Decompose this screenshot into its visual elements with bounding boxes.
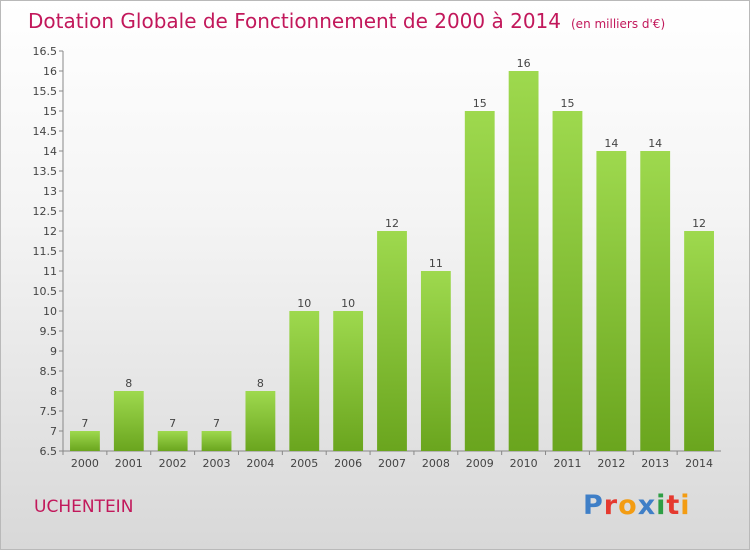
- y-tick-label: 12.5: [33, 205, 58, 218]
- y-tick-label: 15: [43, 105, 57, 118]
- y-tick-label: 9: [50, 345, 57, 358]
- logo-letter: i: [656, 490, 667, 521]
- data-label: 14: [648, 137, 662, 150]
- bar: [377, 231, 407, 451]
- y-axis: 6.5 7 7.5 8 8.5 9 9.5 10 10.5 11 11.5 12 12.5 13 13.5 1…: [33, 45, 64, 458]
- y-tick-label: 8.5: [40, 365, 58, 378]
- x-tick-label: 2014: [685, 457, 713, 470]
- y-tick-label: 13.5: [33, 165, 58, 178]
- data-label: 12: [692, 217, 706, 230]
- x-tick-label: 2011: [553, 457, 581, 470]
- y-tick-label: 11.5: [33, 245, 58, 258]
- x-tick-label: 2005: [290, 457, 318, 470]
- bar: [113, 391, 144, 451]
- bar: [684, 231, 714, 451]
- data-label: 11: [429, 257, 443, 270]
- x-tick-label: 2013: [641, 457, 669, 470]
- x-tick-label: 2010: [510, 457, 538, 470]
- data-label: 10: [297, 297, 311, 310]
- y-tick-label: 11: [43, 265, 57, 278]
- logo-letter: t: [666, 490, 681, 521]
- y-tick-label: 14.5: [33, 125, 58, 138]
- y-tick-label: 16: [43, 65, 57, 78]
- bar: [289, 311, 320, 451]
- x-tick-label: 2007: [378, 457, 406, 470]
- x-tick-label: 2009: [466, 457, 494, 470]
- y-tick-label: 6.5: [40, 445, 58, 458]
- x-tick-label: 2004: [246, 457, 274, 470]
- x-tick-label: 2012: [597, 457, 625, 470]
- y-tick-label: 12: [43, 225, 57, 238]
- logo-letter: P: [583, 490, 604, 521]
- unit-label: (en milliers d'€): [571, 17, 666, 31]
- y-tick-label: 10.5: [33, 285, 58, 298]
- y-tick-label: 10: [43, 305, 57, 318]
- logo-letter: r: [603, 490, 619, 521]
- data-label: 15: [473, 97, 487, 110]
- y-tick-label: 15.5: [33, 85, 58, 98]
- x-tick-label: 2002: [159, 457, 187, 470]
- data-label: 15: [560, 97, 574, 110]
- data-label: 7: [213, 417, 220, 430]
- bars: 7 8 7 7 8 10 10 12 11 15 16 15 14 14 12: [70, 57, 714, 451]
- title-text: Dotation Globale de Fonctionnement de 20…: [28, 9, 561, 33]
- y-tick-label: 14: [43, 145, 57, 158]
- bar: [201, 431, 232, 451]
- commune-name: UCHENTEIN: [34, 497, 134, 517]
- bar: [640, 151, 671, 451]
- data-label: 8: [257, 377, 264, 390]
- bar: [70, 431, 100, 451]
- bar: [420, 271, 451, 451]
- y-tick-label: 16.5: [33, 45, 58, 58]
- bar: [333, 311, 364, 451]
- x-tick-label: 2001: [115, 457, 143, 470]
- data-label: 16: [517, 57, 531, 70]
- x-tick-label: 2006: [334, 457, 362, 470]
- data-label: 7: [169, 417, 176, 430]
- y-tick-label: 7: [50, 425, 57, 438]
- x-axis: 2000 2001 2002 2003 2004 2005 2006 2007 2008 2009…: [62, 450, 721, 470]
- data-label: 8: [125, 377, 132, 390]
- bar: [552, 111, 583, 451]
- logo-letter: o: [618, 490, 638, 521]
- data-label: 10: [341, 297, 355, 310]
- logo-letter: i: [680, 490, 691, 521]
- data-label: 14: [604, 137, 618, 150]
- y-tick-label: 7.5: [40, 405, 58, 418]
- y-tick-label: 13: [43, 185, 57, 198]
- bar: [245, 391, 276, 451]
- data-label: 7: [81, 417, 88, 430]
- y-tick-label: 9.5: [40, 325, 58, 338]
- x-tick-label: 2003: [203, 457, 231, 470]
- y-tick-label: 8: [50, 385, 57, 398]
- chart-title: Dotation Globale de Fonctionnement de 20…: [28, 9, 665, 33]
- x-tick-label: 2008: [422, 457, 450, 470]
- bar: [157, 431, 188, 451]
- x-tick-label: 2000: [71, 457, 99, 470]
- bar: [508, 71, 539, 451]
- bar: [464, 111, 495, 451]
- data-label: 12: [385, 217, 399, 230]
- bar: [596, 151, 627, 451]
- proxiti-logo: Proxiti: [583, 490, 691, 521]
- logo-letter: x: [637, 490, 657, 521]
